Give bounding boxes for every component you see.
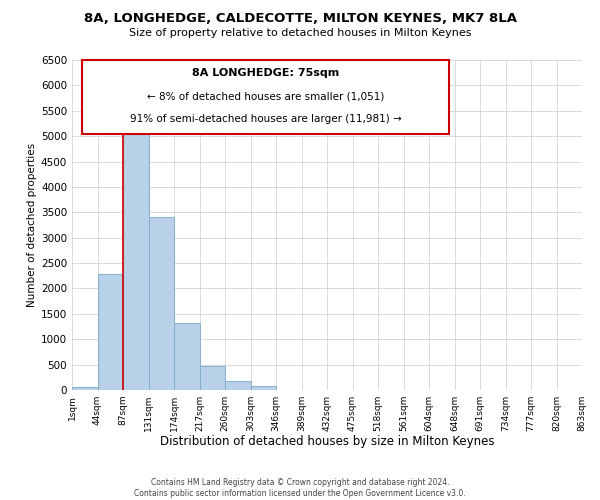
Bar	[225, 380, 251, 390]
Y-axis label: Number of detached properties: Number of detached properties	[27, 143, 37, 307]
Bar	[97, 274, 123, 390]
Bar	[149, 218, 174, 390]
Bar	[199, 366, 225, 390]
X-axis label: Distribution of detached houses by size in Milton Keynes: Distribution of detached houses by size …	[160, 436, 494, 448]
FancyBboxPatch shape	[82, 60, 449, 134]
Bar	[123, 114, 149, 390]
Text: ← 8% of detached houses are smaller (1,051): ← 8% of detached houses are smaller (1,0…	[147, 92, 385, 102]
Bar	[72, 388, 97, 390]
Text: 8A, LONGHEDGE, CALDECOTTE, MILTON KEYNES, MK7 8LA: 8A, LONGHEDGE, CALDECOTTE, MILTON KEYNES…	[83, 12, 517, 26]
Bar	[251, 386, 276, 390]
Bar	[174, 324, 199, 390]
Text: 8A LONGHEDGE: 75sqm: 8A LONGHEDGE: 75sqm	[192, 68, 340, 78]
Text: 91% of semi-detached houses are larger (11,981) →: 91% of semi-detached houses are larger (…	[130, 114, 401, 124]
Text: Size of property relative to detached houses in Milton Keynes: Size of property relative to detached ho…	[129, 28, 471, 38]
Text: Contains HM Land Registry data © Crown copyright and database right 2024.
Contai: Contains HM Land Registry data © Crown c…	[134, 478, 466, 498]
